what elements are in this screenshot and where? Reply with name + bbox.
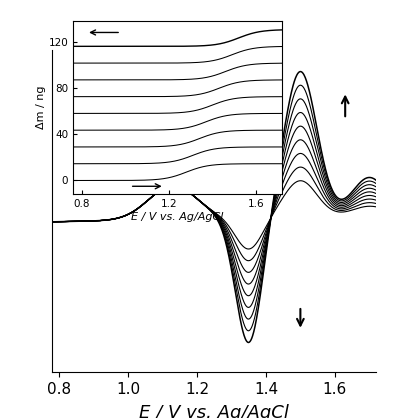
Y-axis label: Δm / ng: Δm / ng [36, 86, 46, 130]
X-axis label: E / V vs. Ag/AgCl: E / V vs. Ag/AgCl [139, 404, 289, 418]
X-axis label: E / V vs. Ag/AgCl: E / V vs. Ag/AgCl [132, 212, 224, 222]
